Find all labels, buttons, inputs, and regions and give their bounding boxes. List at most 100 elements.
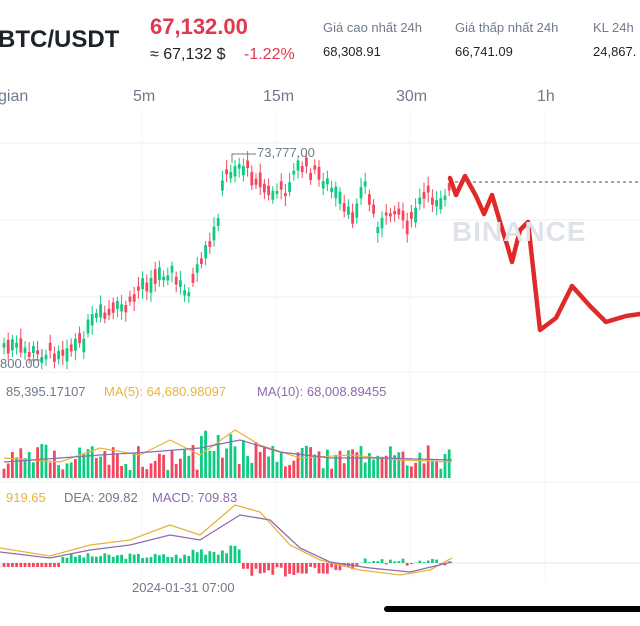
candle-body bbox=[6, 339, 10, 354]
macd-histogram-bar bbox=[317, 563, 321, 574]
candle-body bbox=[410, 211, 413, 219]
macd-histogram-bar bbox=[183, 554, 186, 563]
volume-bar bbox=[338, 450, 342, 478]
macd-dea-line bbox=[0, 514, 453, 573]
tab-time[interactable]: gian bbox=[0, 88, 29, 105]
candle-body bbox=[267, 185, 270, 196]
volume-bar bbox=[326, 449, 329, 478]
candle-body bbox=[439, 198, 443, 210]
macd-histogram-bar bbox=[271, 563, 275, 575]
candle-body bbox=[221, 180, 224, 191]
candle-body bbox=[179, 280, 182, 287]
candle-body bbox=[422, 192, 426, 199]
candle-body bbox=[208, 241, 212, 247]
macd-histogram-bar bbox=[32, 563, 35, 567]
candle-body bbox=[321, 181, 325, 189]
stat-high-value: 68,308.91 bbox=[323, 44, 381, 59]
volume-bar bbox=[153, 460, 157, 478]
macd-histogram-bar bbox=[351, 563, 354, 570]
macd-histogram-bar bbox=[166, 556, 170, 563]
candle-body bbox=[107, 308, 111, 316]
macd-histogram-bar bbox=[99, 556, 102, 563]
tab-15m[interactable]: 15m bbox=[263, 88, 295, 105]
candle-body bbox=[363, 181, 367, 187]
volume-bar bbox=[439, 468, 443, 478]
volume-bar bbox=[300, 448, 304, 478]
volume-bar bbox=[250, 463, 254, 478]
volume-bar bbox=[271, 446, 275, 478]
candle-body bbox=[279, 181, 283, 190]
volume-bar bbox=[200, 436, 203, 478]
macd-histogram-bar bbox=[397, 561, 401, 563]
macd-histogram-bar bbox=[355, 563, 359, 567]
volume-value: 85,395.17107 bbox=[6, 384, 86, 399]
macd-histogram-bar bbox=[267, 563, 270, 571]
volume-bar bbox=[174, 463, 178, 478]
candle-body bbox=[15, 342, 18, 348]
candle-body bbox=[296, 160, 300, 171]
macd-histogram-bar bbox=[229, 545, 233, 563]
stat-low-label: Giá thấp nhất 24h bbox=[455, 20, 559, 35]
volume-bar bbox=[170, 450, 174, 478]
volume-bar bbox=[410, 466, 413, 478]
macd-histogram-bar bbox=[2, 563, 6, 567]
stat-low-value: 66,741.09 bbox=[455, 44, 513, 59]
macd-histogram-bar bbox=[258, 563, 262, 574]
volume-bar bbox=[267, 456, 270, 478]
candle-body bbox=[225, 169, 228, 175]
macd-histogram-bar bbox=[69, 553, 73, 563]
candle-body bbox=[69, 344, 73, 352]
price-chart[interactable] bbox=[0, 110, 640, 580]
candle-body bbox=[86, 319, 90, 334]
home-indicator[interactable] bbox=[384, 606, 640, 612]
macd-histogram-bar bbox=[233, 545, 237, 563]
volume-bar bbox=[111, 447, 115, 478]
candle-body bbox=[246, 160, 249, 169]
volume-bar bbox=[78, 447, 81, 478]
volume-ma10-line bbox=[3, 439, 453, 463]
candle-body bbox=[233, 166, 237, 177]
candle-body bbox=[44, 354, 48, 360]
candle-body bbox=[36, 350, 39, 355]
tab-30m[interactable]: 30m bbox=[396, 88, 428, 105]
candle-body bbox=[65, 348, 69, 362]
tab-5m[interactable]: 5m bbox=[133, 88, 156, 105]
volume-bar bbox=[397, 452, 401, 478]
candle-body bbox=[216, 218, 220, 227]
macd-histogram-bar bbox=[78, 555, 81, 563]
macd-histogram-bar bbox=[174, 554, 178, 563]
macd-histogram-bar bbox=[431, 558, 434, 563]
candle-body bbox=[380, 217, 384, 229]
volume-bar bbox=[95, 457, 98, 478]
volume-bar bbox=[233, 446, 237, 478]
volume-bar bbox=[65, 463, 69, 478]
macd-histogram-bar bbox=[170, 557, 174, 563]
macd-histogram-bar bbox=[435, 559, 438, 563]
volume-bar bbox=[61, 469, 65, 478]
candle-body bbox=[368, 194, 371, 205]
candle-body bbox=[153, 269, 157, 284]
candlestick-series bbox=[2, 150, 451, 370]
macd-histogram-bar bbox=[422, 562, 426, 563]
candle-body bbox=[32, 346, 35, 354]
volume-bar bbox=[431, 460, 434, 478]
macd-histogram-bar bbox=[309, 563, 312, 567]
volume-ma10: MA(10): 68,008.89455 bbox=[257, 384, 387, 399]
volume-bar bbox=[19, 448, 23, 478]
tab-1h[interactable]: 1h bbox=[537, 88, 555, 105]
volume-bar bbox=[342, 463, 346, 478]
candle-body bbox=[174, 276, 178, 285]
trading-pair-title[interactable]: BTC/USDT bbox=[0, 26, 120, 53]
macd-histogram-bar bbox=[242, 563, 245, 569]
macd-histogram-bar bbox=[330, 563, 333, 568]
candle-body bbox=[372, 204, 375, 214]
candle-body bbox=[195, 264, 199, 273]
candle-body bbox=[250, 172, 254, 186]
macd-histogram-bar bbox=[401, 558, 405, 563]
candle-body bbox=[334, 186, 338, 199]
volume-bar bbox=[401, 451, 405, 478]
candle-body bbox=[313, 165, 317, 170]
candle-body bbox=[23, 347, 27, 353]
candle-body bbox=[426, 185, 430, 193]
macd-histogram-bar bbox=[363, 558, 367, 563]
